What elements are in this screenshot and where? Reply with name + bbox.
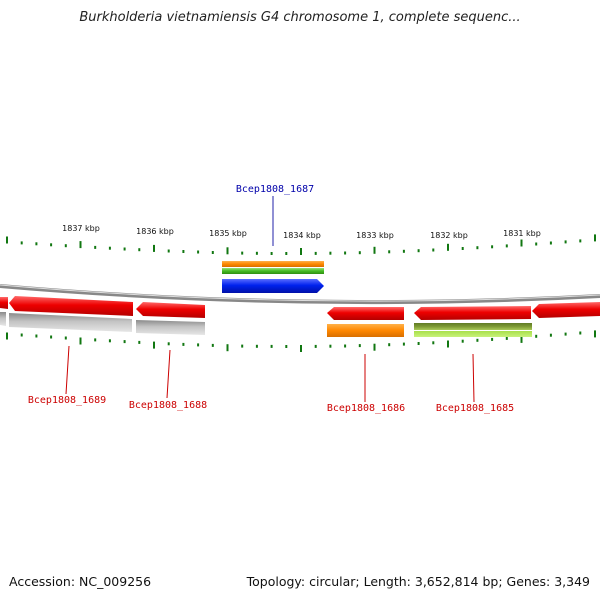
green-feature[interactable] [222,268,324,274]
gene-arrow-bcep1808-1685[interactable] [414,306,531,320]
tick-label: 1831 kbp [503,229,541,238]
accession-text: Accession: NC_009256 [9,574,152,589]
gene-arrow-bcep1808-1687[interactable] [222,279,324,293]
gray-feature[interactable] [0,312,6,326]
gene-arrow-bcep1808-1686[interactable] [327,307,404,320]
backbone-highlight [0,284,600,302]
reverse-features [0,312,532,337]
tick-label: 1837 kbp [62,224,100,233]
gene-label[interactable]: Bcep1808_1688 [129,400,207,411]
lime-feature[interactable] [414,331,532,337]
gene-arrow-right[interactable] [532,302,600,318]
gray-feature[interactable] [136,320,205,335]
reverse-cds [0,296,600,320]
inner-ruler [6,330,596,352]
gene-arrow-bcep1808-1688[interactable] [136,302,205,318]
gray-feature[interactable] [9,313,132,332]
tick-label: 1835 kbp [209,229,247,238]
ruler-labels: 1837 kbp 1836 kbp 1835 kbp 1834 kbp 1833… [62,224,541,240]
gene-label[interactable]: Bcep1808_1685 [436,403,514,414]
gene-label[interactable]: Bcep1808_1689 [28,395,106,406]
tick-label: 1834 kbp [283,231,321,240]
gene-arrow-bcep1808-1689[interactable] [9,296,133,316]
orange-feature[interactable] [222,261,324,267]
olive-feature[interactable] [414,323,532,330]
outer-ruler [6,234,596,255]
map-title: Burkholderia vietnamiensis G4 chromosome… [79,10,521,25]
forward-features [222,261,324,293]
callout-lines [65,196,475,403]
orange-feature[interactable] [327,324,404,337]
tick-label: 1836 kbp [136,227,174,236]
tick-label: 1833 kbp [356,231,394,240]
map-summary-text: Topology: circular; Length: 3,652,814 bp… [246,574,590,589]
tick-label: 1832 kbp [430,231,468,240]
backbone [0,284,600,305]
gene-label[interactable]: Bcep1808_1686 [327,403,405,414]
gene-label[interactable]: Bcep1808_1687 [236,184,314,195]
gene-arrow-edge[interactable] [0,297,8,309]
